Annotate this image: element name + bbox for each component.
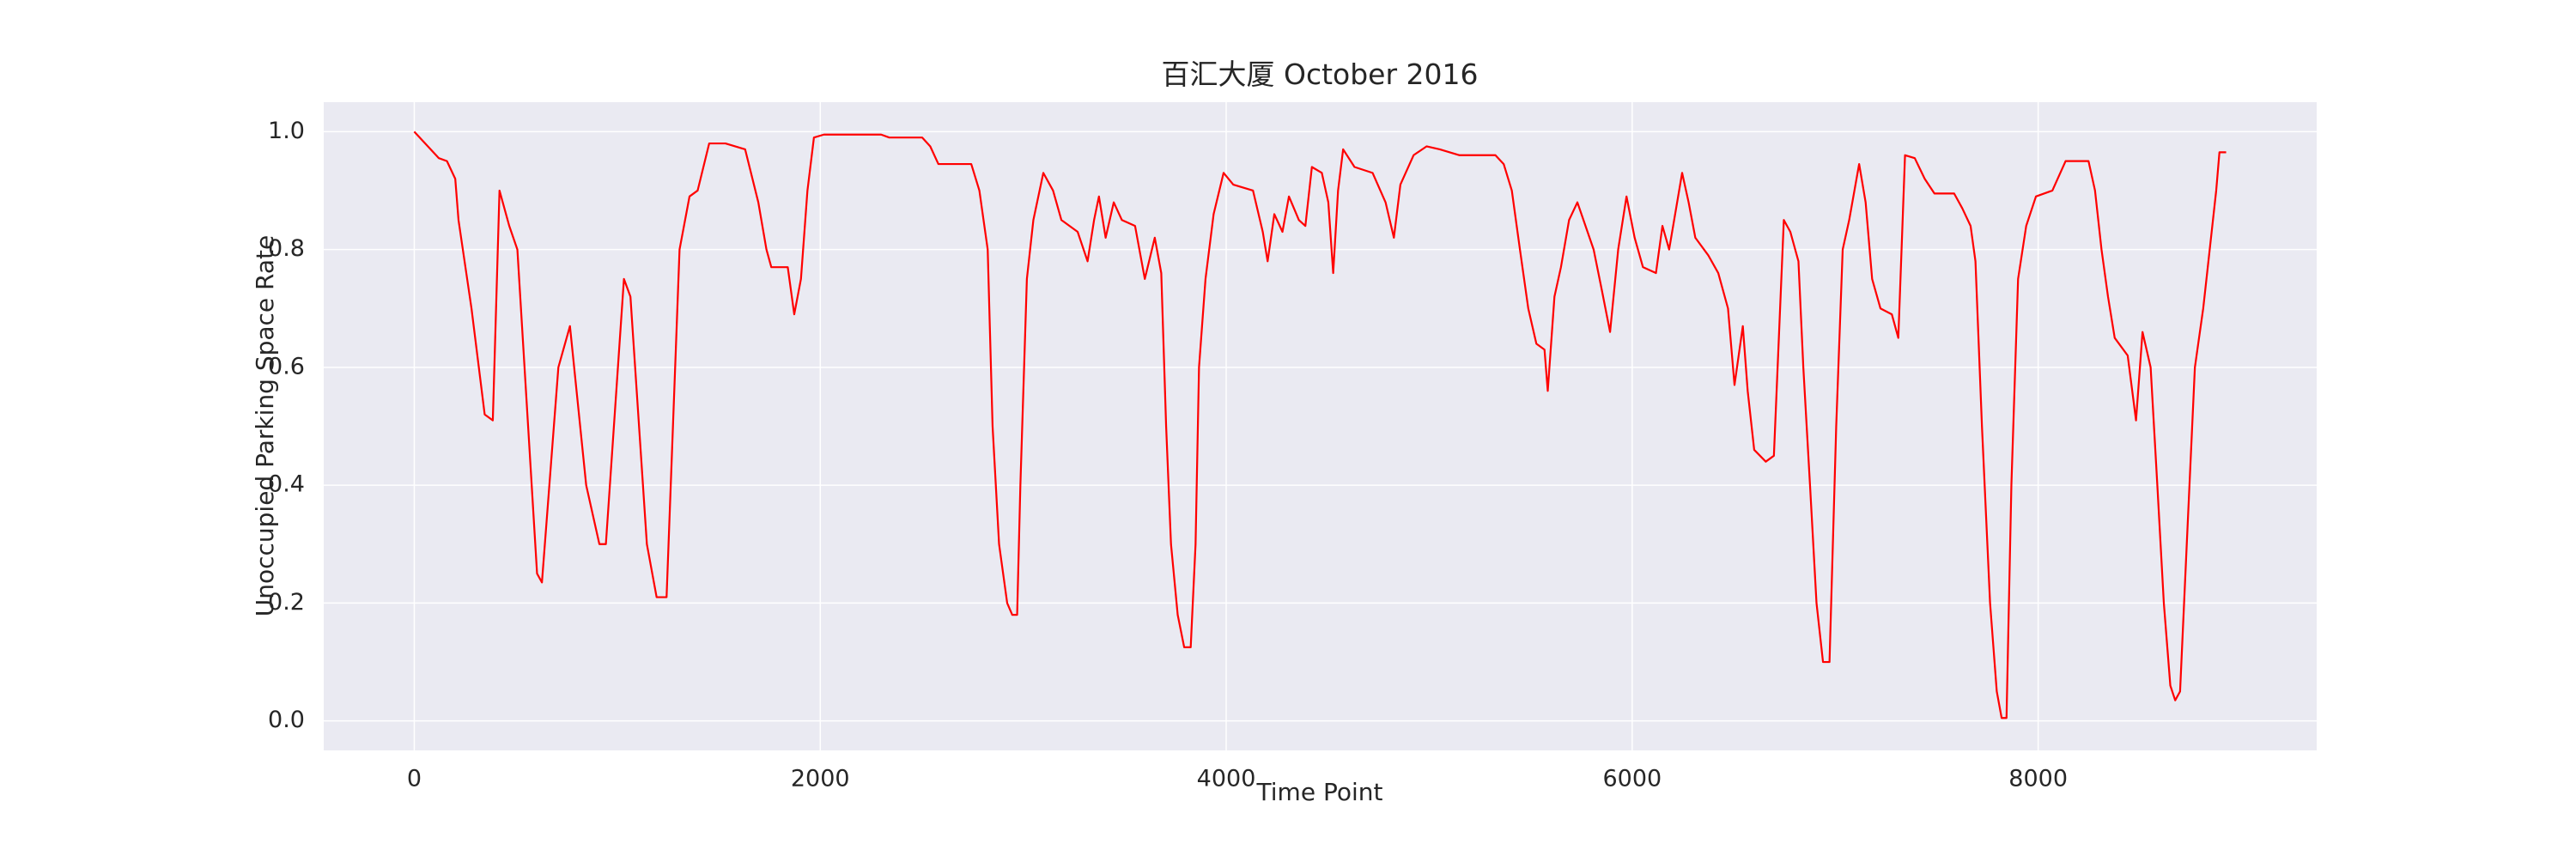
x-tick-label: 2000 xyxy=(791,766,850,792)
x-axis-label: Time Point xyxy=(1256,778,1383,806)
x-tick-label: 4000 xyxy=(1197,766,1256,792)
plot-background xyxy=(324,102,2317,750)
x-tick-label: 8000 xyxy=(2008,766,2068,792)
y-tick-label: 0.2 xyxy=(268,589,305,616)
data-line xyxy=(413,131,2227,719)
y-tick-label: 0.6 xyxy=(268,353,305,379)
chart-title: 百汇大厦 October 2016 xyxy=(1161,58,1478,91)
y-tick-label: 0.4 xyxy=(268,471,305,498)
marks xyxy=(413,131,2227,719)
y-tick-label: 0.8 xyxy=(268,235,305,262)
x-tick-label: 0 xyxy=(407,766,422,792)
x-tick-label: 6000 xyxy=(1602,766,1662,792)
y-axis-label: Unoccupied Parking Space Rate xyxy=(251,235,279,617)
grid xyxy=(324,102,2317,750)
y-tick-label: 0.0 xyxy=(268,707,305,733)
y-tick-label: 1.0 xyxy=(268,118,305,144)
